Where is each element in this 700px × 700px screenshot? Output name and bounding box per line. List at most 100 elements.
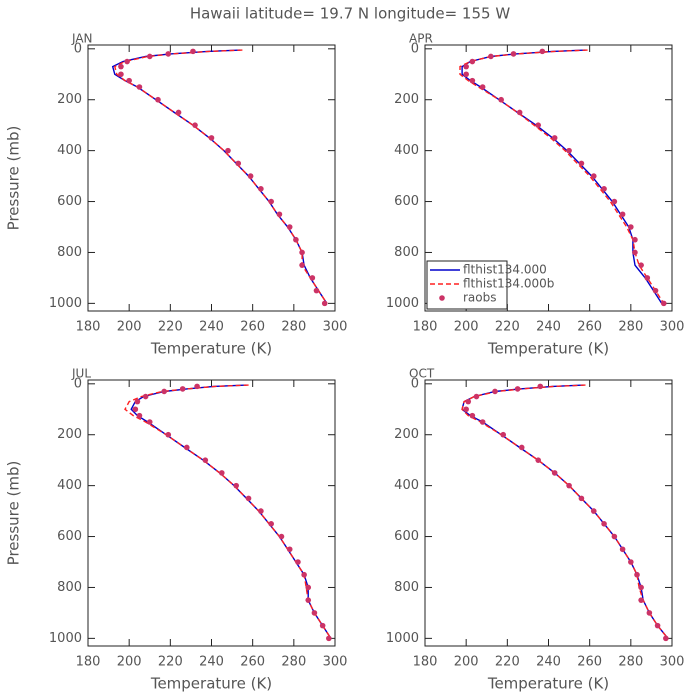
- raob-point: [488, 53, 494, 60]
- x-tick-label: 180: [76, 320, 101, 335]
- y-tick-label: 600: [57, 529, 82, 544]
- raob-point: [245, 495, 252, 502]
- raob-point: [194, 383, 200, 390]
- raob-point: [469, 412, 476, 419]
- profile-line: [111, 49, 328, 304]
- legend-box: [426, 260, 508, 310]
- raob-point: [601, 186, 607, 192]
- raob-point: [492, 388, 498, 395]
- x-tick-label: 260: [577, 320, 602, 335]
- y-tick-label: 200: [57, 92, 82, 107]
- panel: OCT Temperature (K) 180 200 220 240 260 280 300 0…: [386, 367, 685, 693]
- raob-point: [611, 533, 618, 540]
- raob-point: [463, 63, 469, 70]
- raob-point: [663, 635, 669, 642]
- y-axis-label: Pressure (mb): [5, 126, 23, 231]
- y-tick-label: 600: [394, 529, 419, 544]
- raob-point: [278, 533, 285, 540]
- raob-point: [142, 393, 149, 400]
- profile-line: [113, 49, 328, 304]
- panel: JAN Temperature (K) Pressure (mb) 180 200 220…: [5, 32, 348, 358]
- raob-point: [225, 147, 231, 154]
- x-tick-label: 240: [199, 655, 224, 670]
- raob-point: [551, 135, 558, 141]
- raob-point: [305, 584, 312, 591]
- profile-line: [461, 49, 663, 304]
- raob-point: [299, 249, 305, 256]
- raob-point: [202, 457, 209, 463]
- x-tick-label: 220: [158, 655, 183, 670]
- raob-point: [518, 444, 525, 451]
- raob-point: [319, 622, 326, 629]
- raob-point: [301, 571, 307, 578]
- raob-point: [500, 431, 507, 438]
- raob-point: [118, 63, 124, 70]
- x-axis-label: Temperature (K): [150, 340, 272, 358]
- y-tick-label: 400: [394, 143, 419, 158]
- raob-point: [463, 406, 469, 413]
- raob-point: [268, 521, 274, 527]
- y-tick-label: 200: [394, 427, 419, 442]
- x-tick-label: 280: [618, 655, 643, 670]
- raob-point: [469, 58, 476, 65]
- raob-point: [165, 51, 172, 57]
- y-tick-label: 0: [74, 376, 82, 391]
- x-tick-label: 200: [454, 320, 479, 335]
- panel-title: APR: [409, 32, 433, 46]
- raob-point: [295, 559, 301, 565]
- raob-point: [644, 275, 651, 281]
- x-tick-label: 280: [618, 320, 643, 335]
- x-tick-label: 240: [199, 320, 224, 335]
- x-tick-label: 260: [240, 320, 265, 335]
- profile-line: [459, 49, 665, 304]
- raob-point: [124, 58, 130, 65]
- x-axis-label: Temperature (K): [150, 675, 272, 693]
- raob-point: [535, 457, 542, 463]
- raob-point: [286, 224, 293, 230]
- profile-line: [124, 384, 332, 639]
- x-tick-label: 300: [323, 655, 348, 670]
- raob-point: [654, 622, 661, 629]
- panel: JUL Temperature (K) Pressure (mb) 180 200 220…: [5, 367, 348, 693]
- y-tick-label: 0: [411, 376, 419, 391]
- x-tick-label: 240: [536, 320, 561, 335]
- raob-point: [165, 431, 172, 438]
- raob-point: [535, 122, 542, 128]
- x-axis-label: Temperature (K): [487, 340, 609, 358]
- raob-point: [321, 300, 328, 307]
- x-tick-label: 280: [281, 320, 306, 335]
- raob-point: [126, 77, 132, 84]
- y-tick-label: 800: [394, 245, 419, 260]
- raob-point: [510, 51, 517, 57]
- x-tick-label: 300: [323, 320, 348, 335]
- raob-point: [161, 388, 167, 395]
- raob-point: [136, 84, 143, 90]
- raob-point: [660, 300, 667, 307]
- raob-point: [551, 470, 558, 476]
- raob-point: [258, 186, 264, 192]
- raob-point: [498, 96, 504, 103]
- raob-point: [632, 249, 638, 256]
- raob-point: [146, 53, 153, 60]
- raob-point: [258, 508, 264, 514]
- raob-point: [136, 412, 143, 419]
- raob-point: [463, 71, 469, 78]
- legend-marker: [439, 295, 445, 301]
- raob-point: [276, 211, 283, 218]
- raob-point: [299, 262, 305, 268]
- raob-point: [514, 386, 521, 392]
- raob-point: [619, 546, 626, 553]
- raob-point: [235, 160, 242, 167]
- raob-point: [578, 160, 585, 167]
- y-tick-label: 400: [394, 478, 419, 493]
- raob-point: [628, 559, 634, 565]
- legend-label: flthist134.000: [463, 263, 547, 277]
- raob-point: [646, 610, 653, 616]
- raob-point: [465, 398, 472, 405]
- raob-point: [247, 173, 254, 179]
- raob-point: [539, 48, 546, 55]
- raob-point: [175, 109, 182, 116]
- raob-point: [638, 584, 644, 591]
- y-tick-label: 1000: [49, 296, 82, 311]
